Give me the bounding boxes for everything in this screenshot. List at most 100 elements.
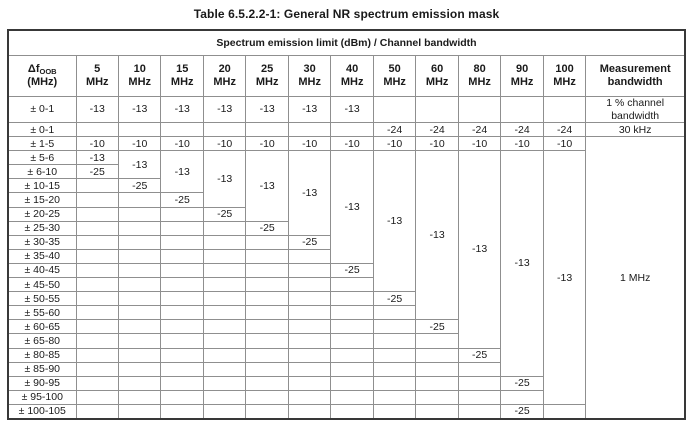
limit-cell-merged: -13 xyxy=(202,150,247,208)
table-row: ± 1-5 -10 -10 -10 -10 -10 -10 -10 -10 -1… xyxy=(7,136,686,420)
empty-cell xyxy=(245,305,289,321)
measurement-bandwidth-cell: 1 MHz xyxy=(585,136,686,420)
empty-cell xyxy=(75,234,119,250)
limit-cell: -25 xyxy=(330,262,374,279)
empty-cell xyxy=(202,375,247,391)
empty-cell xyxy=(245,248,289,264)
limit-cell: -25 xyxy=(117,178,162,194)
table-row: ± 0-1 -24 -24 -24 -24 -24 30 kHz xyxy=(7,121,686,138)
empty-cell xyxy=(245,291,289,307)
row-label-cell: ± 0-1 xyxy=(7,96,77,123)
empty-cell xyxy=(287,403,332,420)
empty-cell xyxy=(117,192,162,208)
limit-cell: -10 xyxy=(500,136,544,152)
empty-cell xyxy=(372,361,417,377)
empty-cell xyxy=(117,333,162,349)
empty-cell xyxy=(75,403,119,420)
empty-cell xyxy=(202,347,247,363)
empty-cell xyxy=(287,121,332,138)
empty-cell xyxy=(75,375,119,391)
empty-cell xyxy=(457,375,502,391)
table-row: ± 40-45 -25 xyxy=(7,262,685,279)
empty-cell xyxy=(287,262,332,279)
row-label-cell: ± 90-95 xyxy=(7,375,77,391)
row-label-cell: ± 65-80 xyxy=(7,333,77,349)
empty-cell xyxy=(117,121,162,138)
empty-cell xyxy=(287,361,332,377)
empty-cell xyxy=(117,361,162,377)
limit-cell: -10 xyxy=(202,136,247,152)
empty-cell xyxy=(372,347,417,363)
limit-cell: -13 xyxy=(287,96,332,123)
empty-cell xyxy=(330,305,374,321)
col-header-90mhz: 90 MHz xyxy=(500,55,544,97)
empty-cell xyxy=(415,375,459,391)
limit-cell: -10 xyxy=(160,136,204,152)
empty-cell xyxy=(160,206,204,222)
empty-cell xyxy=(457,96,502,123)
limit-cell: -25 xyxy=(160,192,204,208)
table-row: ± 95-100 xyxy=(7,389,685,405)
empty-cell xyxy=(160,234,204,250)
empty-cell xyxy=(160,262,204,279)
col-header-100mhz: 100 MHz xyxy=(542,55,587,97)
table-row: ± 5-6 -13 -13 -13 -13 -13 -13 -13 -13 -1… xyxy=(7,150,685,405)
limit-cell: -25 xyxy=(372,291,417,307)
empty-cell xyxy=(202,262,247,279)
empty-cell xyxy=(75,220,119,236)
col-header-10mhz: 10 MHz xyxy=(117,55,162,97)
empty-cell xyxy=(202,333,247,349)
empty-cell xyxy=(202,121,247,138)
empty-cell xyxy=(75,333,119,349)
empty-cell xyxy=(245,234,289,250)
empty-cell xyxy=(330,121,374,138)
limit-cell: -25 xyxy=(415,319,459,335)
limit-cell-merged: -13 xyxy=(160,150,204,194)
row-label-cell: ± 25-30 xyxy=(7,220,77,236)
limit-cell-merged: -13 xyxy=(457,150,502,349)
spectrum-emission-limit-header: Spectrum emission limit (dBm) / Channel … xyxy=(7,29,686,56)
empty-cell xyxy=(245,347,289,363)
limit-cell-merged: -13 xyxy=(415,150,459,321)
limit-cell: -25 xyxy=(500,375,544,391)
limit-cell-merged: -13 xyxy=(245,150,289,222)
empty-cell xyxy=(202,403,247,420)
limit-cell: -10 xyxy=(75,136,119,152)
row-label-cell: ± 50-55 xyxy=(7,291,77,307)
row-label-cell: ± 40-45 xyxy=(7,262,77,279)
col-header-measurement-bandwidth: Measurement bandwidth xyxy=(585,55,686,97)
empty-cell xyxy=(75,206,119,222)
limit-cell: -24 xyxy=(415,121,459,138)
empty-cell xyxy=(160,333,204,349)
empty-cell xyxy=(245,121,289,138)
empty-cell xyxy=(75,347,119,363)
empty-cell xyxy=(372,96,417,123)
limit-cell: -25 xyxy=(75,164,119,180)
empty-cell xyxy=(457,361,502,377)
empty-cell xyxy=(117,375,162,391)
row-label-cell: ± 100-105 xyxy=(7,403,77,420)
measurement-bandwidth-cell: 30 kHz xyxy=(585,121,686,138)
empty-cell xyxy=(287,347,332,363)
empty-cell xyxy=(117,262,162,279)
empty-cell xyxy=(160,220,204,236)
limit-cell: -24 xyxy=(372,121,417,138)
empty-cell xyxy=(330,361,374,377)
empty-cell xyxy=(287,305,332,321)
row-label-cell: ± 35-40 xyxy=(7,248,77,264)
limit-cell-merged: -13 xyxy=(542,150,587,405)
limit-cell: -25 xyxy=(287,234,332,250)
empty-cell xyxy=(117,403,162,420)
table-row: ± 0-1 -13 -13 -13 -13 -13 -13 -13 1 % ch… xyxy=(7,96,686,123)
empty-cell xyxy=(415,96,459,123)
empty-cell xyxy=(117,234,162,250)
span-header-row: Spectrum emission limit (dBm) / Channel … xyxy=(7,29,686,56)
empty-cell xyxy=(75,305,119,321)
empty-cell xyxy=(160,347,204,363)
empty-cell xyxy=(287,319,332,335)
limit-cell: -24 xyxy=(457,121,502,138)
empty-cell xyxy=(160,403,204,420)
empty-cell xyxy=(330,389,374,405)
limit-cell: -10 xyxy=(245,136,289,152)
